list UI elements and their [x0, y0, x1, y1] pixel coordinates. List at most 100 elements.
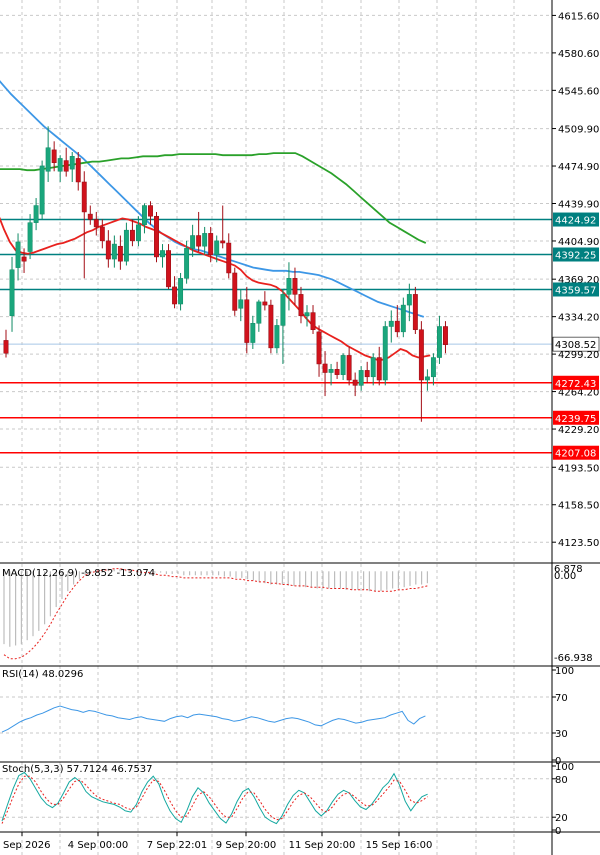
- candle-body: [87, 213, 93, 220]
- candle-body: [376, 357, 382, 381]
- candle-body: [142, 205, 147, 226]
- candle-body: [208, 233, 214, 256]
- candle: [87, 205, 93, 225]
- rsi-panel: 10070300: [0, 666, 600, 767]
- candle-body: [406, 294, 412, 306]
- price-level-label: 4424.92: [555, 216, 596, 227]
- candle: [105, 230, 111, 268]
- price-level-tag: [553, 282, 599, 297]
- stoch-k-line: [1, 771, 428, 825]
- candle: [148, 201, 153, 225]
- time-tick-label: 9 Sep 20:00: [216, 840, 276, 851]
- candle: [358, 366, 364, 391]
- price-tick-label: 4299.20: [558, 350, 599, 361]
- candle: [220, 205, 226, 249]
- price-level-tag: [553, 410, 599, 425]
- candle: [135, 216, 141, 247]
- candle: [268, 299, 274, 354]
- candle: [238, 289, 244, 322]
- candle: [226, 233, 232, 279]
- macd-bottom-label: -66.938: [554, 653, 593, 664]
- candle-body: [268, 304, 274, 349]
- candle-body: [51, 149, 57, 163]
- candle: [154, 211, 159, 263]
- candle-body: [93, 219, 99, 228]
- candle: [352, 372, 358, 397]
- candle-body: [358, 370, 364, 386]
- time-tick-label: 7 Sep 22:01: [147, 840, 207, 851]
- candle-body: [322, 363, 328, 373]
- candle: [166, 244, 171, 290]
- candle: [256, 299, 262, 332]
- candle: [69, 152, 75, 182]
- price-tick-label: 4264.20: [558, 388, 599, 399]
- candle-body: [45, 147, 51, 172]
- macd-title: MACD(12,26,9) -9.852 -13.074: [2, 568, 155, 579]
- candle: [412, 286, 418, 334]
- candle: [262, 291, 268, 311]
- candle: [232, 267, 238, 316]
- price-level-tag: [552, 336, 600, 352]
- price-tick-label: 4158.50: [558, 501, 599, 512]
- candle: [142, 203, 147, 234]
- candle-body: [214, 240, 220, 256]
- candle-body: [334, 369, 340, 375]
- candle: [21, 248, 27, 273]
- rsi-line: [1, 705, 426, 733]
- candle-body: [262, 301, 268, 306]
- candle-body: [250, 323, 256, 343]
- candle-body: [286, 278, 292, 295]
- candle: [129, 219, 135, 247]
- candle-body: [81, 181, 87, 213]
- candle-body: [370, 357, 376, 378]
- candle: [376, 346, 382, 386]
- price-tick-label: 4615.60: [558, 11, 599, 22]
- price-tick-label: 4334.20: [558, 313, 599, 324]
- candle-body: [304, 312, 310, 317]
- candle: [27, 214, 33, 260]
- candle-body: [346, 355, 352, 381]
- price-axis: 4615.60 4580.60 4545.60 4509.90 4474.90 4439.…: [551, 0, 600, 855]
- price-level-tag: [553, 212, 599, 227]
- price-level-label: 4308.52: [555, 340, 596, 351]
- candle-body: [57, 158, 63, 172]
- candle: [443, 321, 448, 354]
- time-tick-label: 4 Sep 00:00: [68, 840, 128, 851]
- candle: [99, 219, 105, 249]
- candle: [178, 272, 184, 311]
- candle-body: [75, 158, 81, 183]
- price-level-tag: [553, 247, 599, 262]
- stoch-panel: 10080200: [0, 762, 600, 837]
- candle: [57, 155, 63, 182]
- candle: [250, 315, 256, 349]
- candle: [190, 224, 196, 257]
- candle: [214, 235, 220, 263]
- candle: [93, 211, 99, 236]
- candle-body: [184, 248, 190, 279]
- price-tick-label: 4123.50: [558, 538, 599, 549]
- candle-body: [202, 233, 208, 247]
- candle-body: [220, 240, 226, 244]
- macd-top-label: 6.878: [554, 564, 583, 575]
- stoch-tick-label: 80: [555, 775, 568, 786]
- candle: [117, 235, 123, 270]
- candle-body: [292, 278, 298, 295]
- candle-body: [340, 355, 346, 375]
- candle: [9, 256, 15, 332]
- candle: [346, 346, 352, 386]
- time-axis: 2 Sep 2026 4 Sep 00:00 7 Sep 22:01 9 Sep 20…: [0, 832, 432, 851]
- candle-body: [172, 286, 178, 305]
- candle-body: [129, 229, 135, 242]
- price-tick-label: 4404.90: [558, 237, 599, 248]
- candle: [292, 267, 298, 306]
- price-tick-label: 4369.20: [558, 275, 599, 286]
- candle: [424, 369, 430, 391]
- price-tick-label: 4545.60: [558, 86, 599, 97]
- candle-body: [69, 156, 75, 170]
- candle-body: [63, 160, 69, 172]
- candle-body: [9, 269, 15, 317]
- candle-body: [105, 240, 111, 260]
- candle: [364, 361, 370, 384]
- candle-body: [352, 379, 358, 386]
